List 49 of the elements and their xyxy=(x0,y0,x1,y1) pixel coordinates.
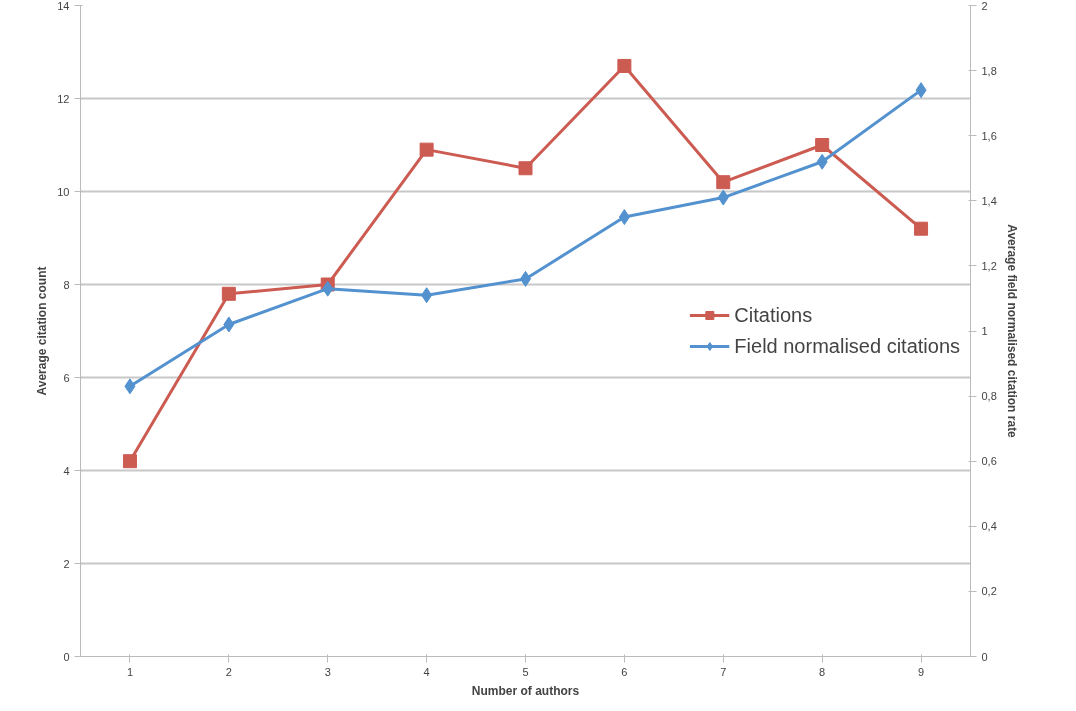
point xyxy=(223,316,235,333)
y-tick-label: 12 xyxy=(57,92,70,105)
x-tick-label: 8 xyxy=(819,665,826,678)
x-tick-label: 6 xyxy=(621,665,628,678)
point xyxy=(322,280,334,297)
point xyxy=(717,189,729,206)
x-tick-label: 4 xyxy=(423,665,430,678)
y2-tick-label: 1,6 xyxy=(981,129,997,142)
y-tick-label: 4 xyxy=(63,464,70,477)
y2-tick-label: 0,8 xyxy=(981,390,997,403)
x-axis-title: Number of authors xyxy=(471,683,580,698)
y2-tick-label: 0,6 xyxy=(981,455,997,468)
x-tick-label: 7 xyxy=(720,665,727,678)
y-axis-title: Average citation count xyxy=(35,266,50,396)
y-tick-label: 10 xyxy=(57,185,70,198)
point xyxy=(816,153,828,170)
y-tick-label: 0 xyxy=(63,650,70,663)
point xyxy=(914,221,929,236)
y2-tick-label: 1,8 xyxy=(981,64,997,77)
point xyxy=(518,161,533,176)
legend-label: Field normalised citations xyxy=(734,334,960,358)
y2-axis-title: Average field normalised citation rate xyxy=(1004,224,1019,439)
y2-tick-label: 1,2 xyxy=(981,259,997,272)
y2-tick-label: 0,4 xyxy=(981,520,997,533)
y2-tick-label: 1 xyxy=(981,325,988,337)
x-tick-label: 3 xyxy=(324,665,331,678)
y-tick-label: 6 xyxy=(63,371,70,384)
y-tick-label: 8 xyxy=(63,278,70,291)
point xyxy=(221,286,236,301)
y2-tick-label: 2 xyxy=(981,0,988,12)
x-tick-label: 1 xyxy=(126,665,134,678)
point xyxy=(618,209,630,226)
point xyxy=(915,82,927,99)
legend-label: Citations xyxy=(734,303,813,327)
point xyxy=(122,454,137,469)
point xyxy=(419,142,434,157)
point xyxy=(716,175,731,190)
x-tick-label: 5 xyxy=(522,665,529,678)
y2-tick-label: 0,2 xyxy=(981,585,997,598)
point xyxy=(617,58,632,73)
y-tick-label: 2 xyxy=(63,557,70,570)
y-tick-label: 14 xyxy=(57,0,70,12)
y2-tick-label: 1,4 xyxy=(981,194,997,207)
y2-tick-label: 0 xyxy=(981,650,988,663)
point xyxy=(815,138,830,152)
x-tick-label: 2 xyxy=(225,665,232,678)
point xyxy=(421,287,433,304)
x-tick-label: 9 xyxy=(918,665,925,678)
point xyxy=(124,378,136,395)
